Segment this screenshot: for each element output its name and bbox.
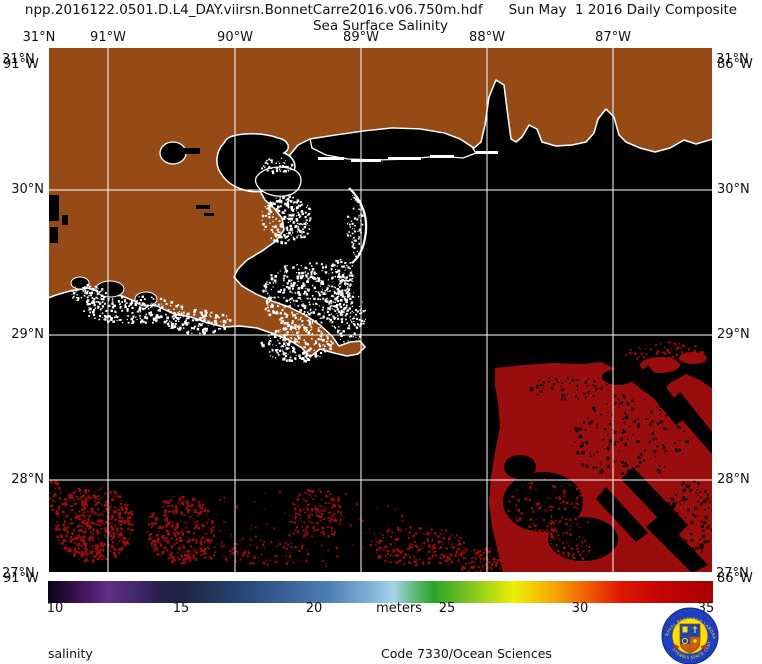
nrl-logo: NAVAL RESEARCH LABORATORY STENNIS SPACE … bbox=[658, 607, 722, 664]
footer-product-info: salinity BonnetCarre2016 (VIIRSN-npp) Ve… bbox=[48, 615, 242, 664]
map-border bbox=[48, 47, 713, 573]
axis-label-89w: 89°W bbox=[343, 30, 379, 45]
grid-lines bbox=[48, 47, 713, 573]
filename-label: npp.2016122.0501.D.L4_DAY.viirsn.BonnetC… bbox=[24, 2, 483, 18]
axis-label-right-30n: 30°N bbox=[717, 182, 750, 197]
axis-label-91w: 91°W bbox=[90, 30, 126, 45]
salinity-map bbox=[48, 47, 713, 573]
map-canvas bbox=[48, 47, 713, 573]
marsh-speckles bbox=[71, 157, 367, 363]
axis-label-left-28n: 28°N bbox=[11, 472, 44, 487]
axis-label-88w: 88°W bbox=[469, 30, 505, 45]
footer-parameter: salinity bbox=[48, 646, 93, 661]
corner-label-bottom-left: 27°N 91°W bbox=[2, 566, 39, 586]
colorbar-units-label: meters bbox=[376, 601, 422, 616]
colorbar-tick-20: 20 bbox=[305, 601, 323, 616]
product-title: Sea Surface Salinity bbox=[312, 18, 449, 34]
title-bar: npp.2016122.0501.D.L4_DAY.viirsn.BonnetC… bbox=[0, 2, 762, 18]
corner-label-top-right: 31°N 86°W bbox=[716, 52, 753, 72]
footer-code: Code 7330/Ocean Sciences bbox=[381, 646, 552, 661]
footer-organization-info: Code 7330/Ocean Sciences Naval Research … bbox=[381, 615, 552, 664]
axis-label-87w: 87°W bbox=[595, 30, 631, 45]
land-layer bbox=[48, 47, 713, 358]
colorbar-tick-10: 10 bbox=[46, 601, 64, 616]
axis-label-left-30n: 30°N bbox=[11, 182, 44, 197]
date-composite-label: Sun May 1 2016 Daily Composite bbox=[508, 2, 738, 18]
salinity-speckles bbox=[48, 341, 705, 573]
corner-label-bottom-right: 27°N 86°W bbox=[716, 566, 753, 586]
corner-label-top-left: 31°N 91°W bbox=[2, 52, 39, 72]
axis-label-right-28n: 28°N bbox=[717, 472, 750, 487]
salinity-colorbar bbox=[48, 581, 713, 603]
logo-ribbon-left bbox=[673, 644, 680, 650]
bays-and-lakes-layer bbox=[48, 127, 477, 307]
logo-shield bbox=[679, 623, 701, 654]
axis-label-90w: 90°W bbox=[217, 30, 253, 45]
axis-label-top-31n: 31°N bbox=[22, 30, 56, 45]
colorbar-tick-30: 30 bbox=[571, 601, 589, 616]
colorbar-tick-15: 15 bbox=[172, 601, 190, 616]
axis-label-left-29n: 29°N bbox=[11, 327, 44, 342]
noise-speckles bbox=[529, 377, 713, 553]
colorbar-tick-25: 25 bbox=[438, 601, 456, 616]
axis-label-right-29n: 29°N bbox=[717, 327, 750, 342]
logo-ribbon-right bbox=[700, 644, 707, 650]
